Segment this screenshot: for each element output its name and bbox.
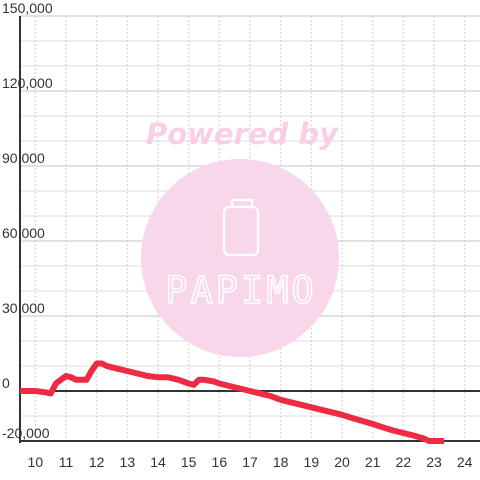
y-tick-label: 60,000 <box>2 225 45 241</box>
watermark-circle <box>141 159 339 357</box>
x-tick-label: 18 <box>273 454 289 470</box>
y-tick-label: 0 <box>2 375 10 391</box>
watermark-brand: PAPIMO <box>165 269 317 312</box>
x-tick-label: 10 <box>28 454 44 470</box>
y-tick-label: -20,000 <box>2 425 50 441</box>
x-tick-label: 21 <box>365 454 381 470</box>
y-tick-label: 150,000 <box>2 0 53 16</box>
x-tick-label: 19 <box>304 454 320 470</box>
x-tick-label: 23 <box>426 454 442 470</box>
watermark-text: Powered by <box>146 117 339 151</box>
watermark: Powered by PAPIMO <box>141 117 339 357</box>
x-tick-label: 24 <box>457 454 473 470</box>
x-tick-label: 12 <box>89 454 105 470</box>
x-tick-label: 17 <box>242 454 258 470</box>
x-tick-label: 15 <box>181 454 197 470</box>
phone-icon <box>222 198 260 257</box>
x-tick-label: 14 <box>150 454 166 470</box>
x-tick-label: 11 <box>59 454 74 470</box>
x-tick-label: 20 <box>334 454 350 470</box>
y-tick-label: 120,000 <box>2 75 53 91</box>
x-tick-label: 22 <box>396 454 412 470</box>
y-tick-label: 30,000 <box>2 300 45 316</box>
series-line <box>20 360 445 444</box>
y-tick-label: 90,000 <box>2 150 45 166</box>
series <box>20 360 445 444</box>
tick-labels: 150,000 120,000 90,000 60,000 30,000 0 -20,000… <box>2 0 473 470</box>
x-tick-label: 13 <box>120 454 136 470</box>
x-tick-label: 16 <box>212 454 228 470</box>
